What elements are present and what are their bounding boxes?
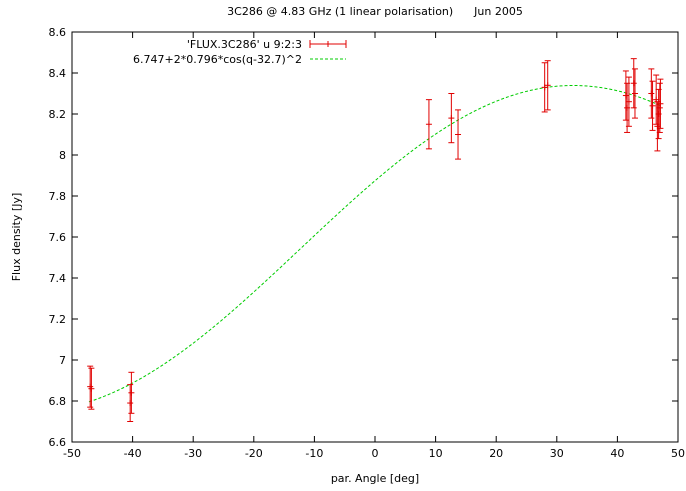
- y-tick-label: 8.4: [49, 67, 67, 80]
- legend-key-data: [309, 40, 347, 48]
- x-tick-label: 50: [671, 447, 685, 460]
- data-point: [87, 365, 94, 408]
- x-axis-label: par. Angle [deg]: [331, 472, 419, 485]
- x-tick-label: 40: [610, 447, 624, 460]
- x-tick-label: 10: [429, 447, 443, 460]
- data-point: [88, 367, 95, 410]
- data-point: [657, 78, 664, 129]
- y-tick-label: 8.2: [49, 108, 67, 121]
- y-tick-label: 6.8: [49, 395, 67, 408]
- data-point: [656, 82, 663, 133]
- data-point: [648, 68, 655, 119]
- x-tick-label: 20: [489, 447, 503, 460]
- data-point: [425, 99, 432, 150]
- plot-frame: [71, 31, 679, 443]
- data-layer: [87, 58, 664, 422]
- x-tick-label: 0: [372, 447, 379, 460]
- fit-curve-layer: [88, 85, 662, 403]
- y-tick-label: 8.6: [49, 26, 67, 39]
- x-tick-label: -20: [245, 447, 263, 460]
- data-point: [127, 384, 134, 422]
- y-tick-label: 6.6: [49, 436, 67, 449]
- y-tick-label: 7.8: [49, 190, 67, 203]
- x-tick-label: -10: [305, 447, 323, 460]
- tick-labels: -50 -40 -30 -20 -10 0 10 20 30 40 50 6.6 6.8 7 7.2 7.4 7…: [49, 26, 686, 460]
- tick-marks: [71, 31, 679, 443]
- y-tick-label: 7.6: [49, 231, 67, 244]
- data-point: [128, 371, 135, 414]
- data-point: [630, 58, 637, 109]
- chart-title: 3C286 @ 4.83 GHz (1 linear polarisation)…: [227, 5, 523, 18]
- x-tick-label: -30: [184, 447, 202, 460]
- data-point: [631, 68, 638, 119]
- data-point: [544, 60, 551, 111]
- legend-label-fit: 6.747+2*0.796*cos(q-32.7)^2: [133, 53, 302, 66]
- data-point: [625, 76, 632, 127]
- data-point: [455, 109, 462, 160]
- x-tick-label: -50: [63, 447, 81, 460]
- legend-label-data: 'FLUX.3C286' u 9:2:3: [187, 38, 302, 51]
- data-point: [448, 93, 455, 144]
- x-tick-label: -40: [124, 447, 142, 460]
- y-tick-label: 7: [59, 354, 66, 367]
- data-point: [622, 70, 629, 121]
- data-point: [649, 80, 656, 131]
- legend: 'FLUX.3C286' u 9:2:3 6.747+2*0.796*cos(q…: [133, 38, 347, 66]
- y-tick-label: 7.2: [49, 313, 67, 326]
- y-tick-label: 8: [59, 149, 66, 162]
- fit-curve: [88, 85, 662, 403]
- data-point: [541, 62, 548, 113]
- y-tick-label: 7.4: [49, 272, 67, 285]
- x-tick-label: 30: [550, 447, 564, 460]
- y-axis-label: Flux density [Jy]: [10, 193, 23, 282]
